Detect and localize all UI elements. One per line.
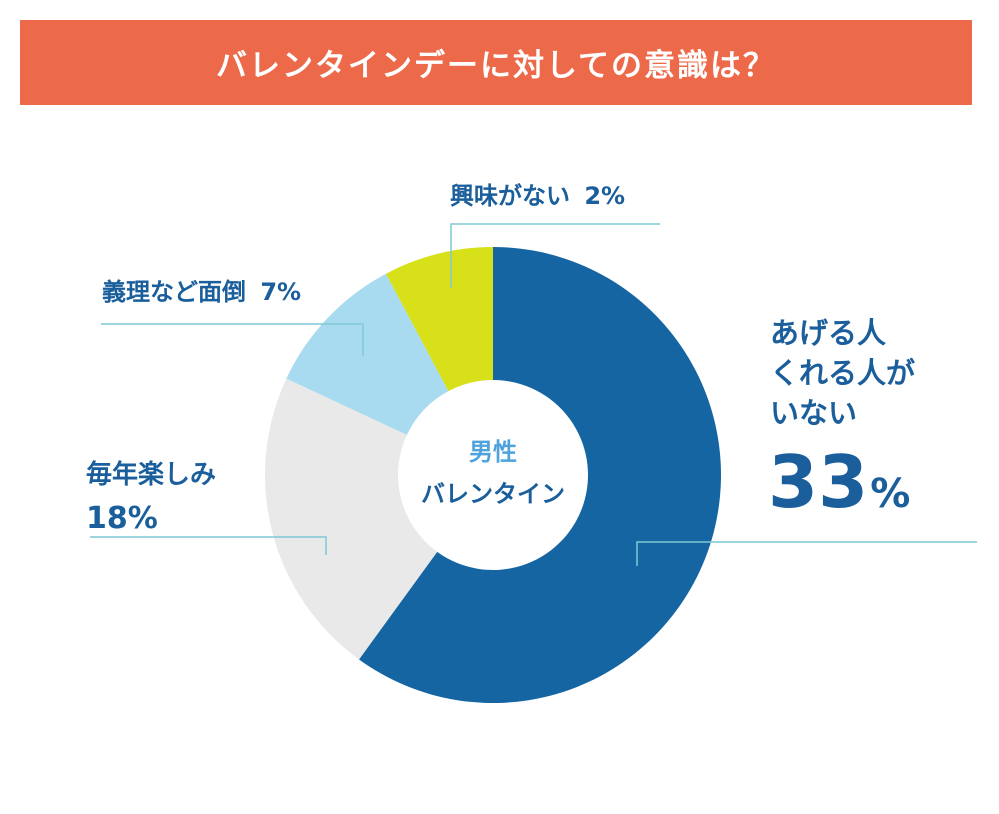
chart-title: バレンタインデーに対しての意識は？ — [215, 48, 777, 84]
leader-ageru — [636, 541, 977, 566]
label-maitoshi-value: 18% — [86, 501, 158, 536]
donut-slice-4 — [385, 247, 493, 392]
label-ageru-value: 33 — [768, 440, 869, 524]
label-ageru-percent: 33% — [768, 446, 910, 518]
label-kyomi-name: 興味がない — [450, 182, 570, 210]
center-label-title: バレンタイン — [421, 480, 565, 508]
title-bar: バレンタインデーに対しての意識は？ — [20, 20, 972, 105]
label-giri-name: 義理など面倒 — [102, 278, 246, 306]
leader-maitoshi — [90, 536, 327, 555]
donut-slices — [264, 247, 721, 703]
label-giri-value: 7% — [260, 278, 302, 306]
label-ageru-unit: % — [870, 471, 911, 517]
leader-kyomi — [450, 223, 660, 288]
label-maitoshi: 毎年楽しみ 18% — [86, 453, 216, 541]
donut-slice-3 — [286, 273, 449, 435]
label-maitoshi-name: 毎年楽しみ — [86, 460, 217, 490]
label-kyomi: 興味がない 2% — [450, 176, 625, 211]
leader-lines — [90, 223, 977, 566]
center-label-gender: 男性 — [469, 438, 517, 466]
label-ageru-line2: くれる人が — [770, 356, 916, 390]
label-ageru: あげる人 くれる人が いない — [770, 313, 915, 433]
label-kyomi-value: 2% — [584, 182, 626, 210]
donut-slice-1 — [358, 247, 721, 703]
label-giri: 義理など面倒 7% — [102, 272, 301, 307]
label-ageru-line3: いない — [770, 396, 858, 430]
donut-slice-2 — [264, 378, 438, 660]
leader-giri — [101, 323, 364, 356]
label-ageru-line1: あげる人 — [770, 316, 887, 350]
